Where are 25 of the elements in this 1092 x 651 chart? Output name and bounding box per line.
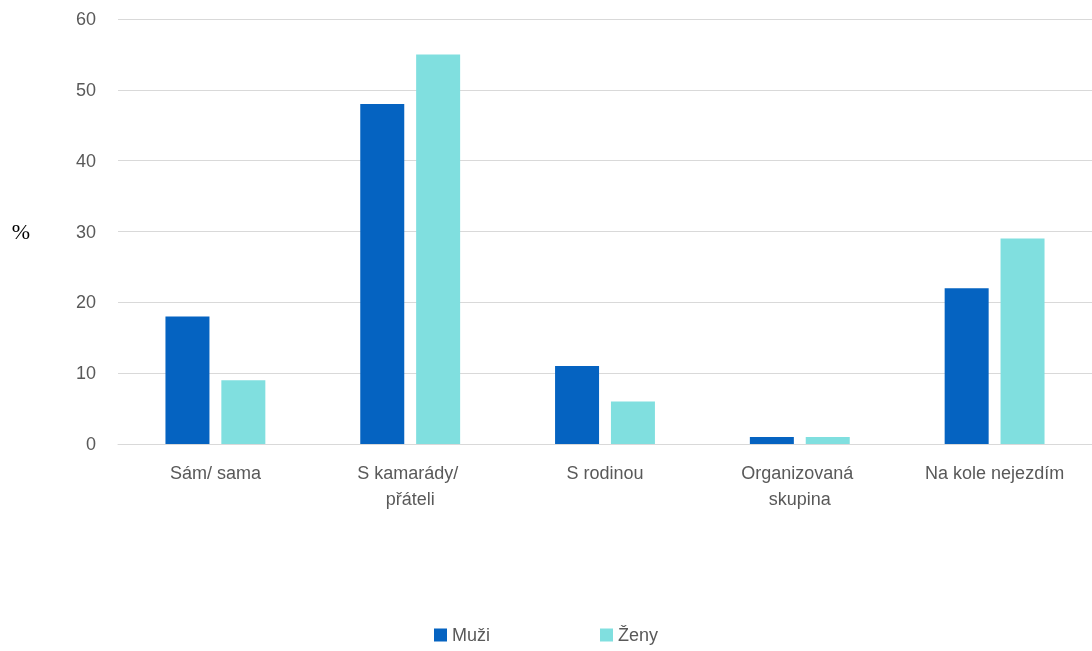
y-tick-label: 40 [75,150,96,171]
bar [360,104,405,444]
bar [805,436,850,444]
bar [165,316,210,444]
y-tick-label: 10 [75,363,96,384]
legend-label: Ženy [617,625,659,645]
bar [944,288,989,444]
bar [555,366,600,444]
y-tick-label: 50 [75,79,96,100]
bar [1000,238,1045,444]
y-axis-title: % [11,219,30,244]
x-tick-label: S rodinou [566,463,644,483]
y-tick-label: 0 [85,434,96,454]
y-tick-label: 30 [75,221,96,242]
x-tick-label: Na kole nejezdím [925,463,1065,483]
bar [610,401,655,444]
x-tick-label: Organizovaná skupina [741,463,859,509]
y-tick-label: 60 [75,9,96,29]
bar [416,54,461,444]
x-tick-label: Sám/ sama [169,463,262,483]
x-tick-label: S kamarády/ přáteli [357,463,464,509]
bar [749,436,794,444]
legend-label: Muži [451,625,491,645]
y-tick-label: 20 [75,292,96,313]
bar [221,380,266,444]
